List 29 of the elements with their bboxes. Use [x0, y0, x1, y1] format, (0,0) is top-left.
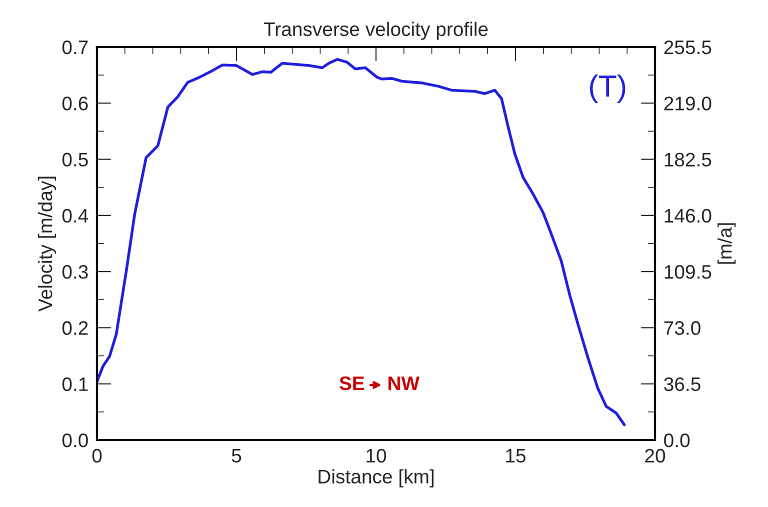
x-tick-label: 0 — [92, 448, 102, 463]
annotation: (T) — [590, 74, 626, 103]
y-tick-label: 0.3 — [62, 265, 88, 279]
y-tick-label: 0.5 — [62, 152, 88, 167]
y2-tick-label: 146.0 — [664, 208, 712, 223]
x-tick-label: 5 — [232, 449, 242, 463]
y2-tick-label: 0.0 — [664, 433, 690, 448]
line-series — [97, 58, 626, 426]
y-tick-label: 0.1 — [62, 377, 88, 392]
y-tick-label: 0.7 — [62, 40, 88, 54]
y2-tick-label: 255.5 — [664, 40, 712, 54]
y2-tick-label: 219.0 — [664, 96, 712, 110]
y2-tick-label: 73.0 — [664, 321, 700, 335]
x-tick-label: 15 — [506, 449, 526, 463]
y2-tick-label: 182.5 — [664, 152, 712, 167]
x-tick-label: 20 — [645, 448, 666, 463]
x-tick-label: 10 — [366, 448, 386, 463]
y-tick-label: 0.2 — [62, 321, 88, 335]
y-tick-label: 0.0 — [62, 433, 88, 448]
y2-tick-label: 109.5 — [664, 265, 712, 279]
y-tick-label: 0.4 — [62, 208, 88, 223]
y-axis-title: Velocity [m/day] — [38, 176, 56, 312]
y-tick-label: 0.6 — [62, 96, 88, 110]
y2-axis-title: [m/a] — [718, 223, 736, 264]
annotation: NW — [388, 376, 420, 390]
annotation: SE — [339, 376, 364, 390]
y2-tick-label: 36.5 — [664, 377, 700, 392]
chart-title: Transverse velocity profile — [264, 22, 488, 40]
x-axis-title: Distance [km] — [318, 469, 434, 488]
